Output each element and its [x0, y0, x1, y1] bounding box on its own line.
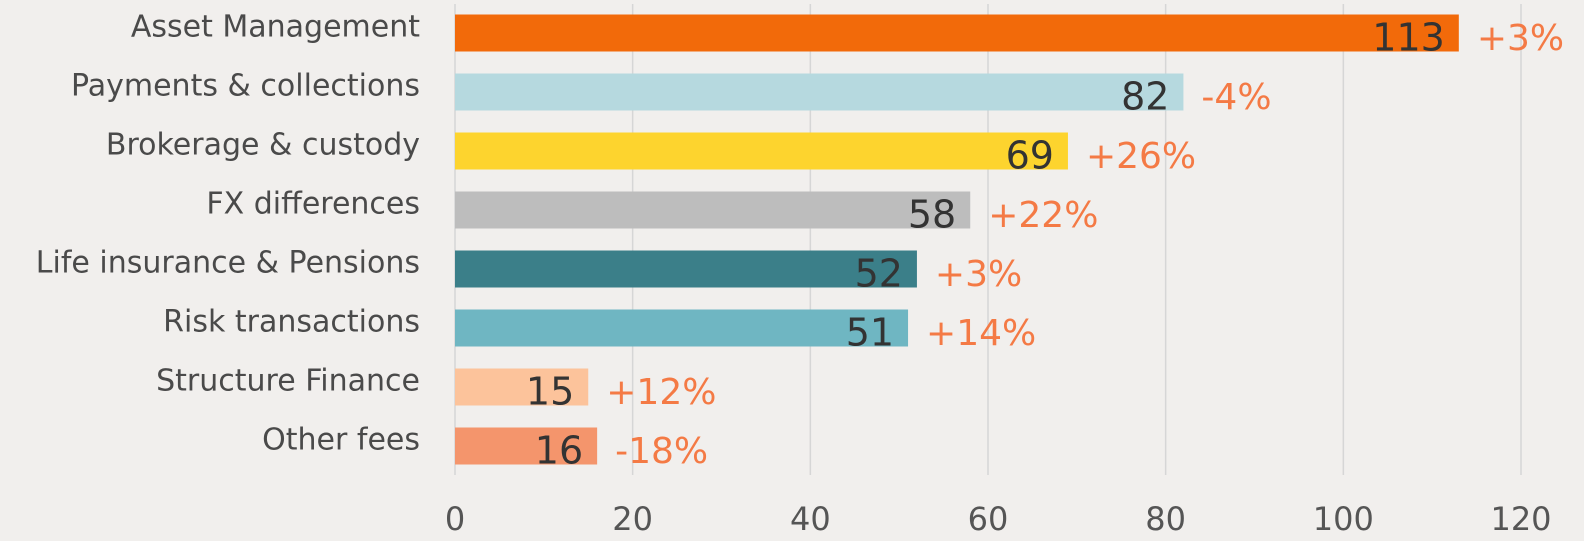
bar	[455, 368, 589, 406]
change-label: +14%	[926, 313, 1036, 354]
x-tick-label: 100	[1313, 500, 1374, 538]
change-label: +22%	[988, 195, 1098, 236]
change-label: +26%	[1086, 136, 1196, 177]
value-label: 69	[1006, 134, 1054, 178]
category-label: Brokerage & custody	[106, 128, 420, 163]
x-tick-label: 40	[790, 500, 831, 538]
x-tick-label: 0	[445, 500, 465, 538]
value-label: 15	[526, 370, 574, 414]
value-label: 82	[1121, 75, 1169, 119]
bar	[455, 250, 917, 288]
change-label: +12%	[606, 372, 716, 413]
category-label: Payments & collections	[71, 69, 420, 104]
category-label: Risk transactions	[163, 305, 420, 340]
bar	[455, 73, 1184, 111]
bar	[455, 427, 598, 465]
category-label: Structure Finance	[156, 364, 420, 399]
value-label: 113	[1372, 16, 1445, 60]
bar	[455, 309, 909, 347]
bar	[455, 132, 1068, 170]
change-label: -4%	[1201, 77, 1271, 118]
x-tick-label: 60	[968, 500, 1009, 538]
value-label: 51	[846, 311, 894, 355]
category-label: FX differences	[206, 187, 420, 222]
x-tick-label: 20	[612, 500, 653, 538]
value-label: 16	[535, 429, 583, 473]
bar	[455, 14, 1459, 52]
category-label: Other fees	[262, 423, 420, 458]
bar	[455, 191, 971, 229]
change-label: +3%	[935, 254, 1022, 295]
value-label: 52	[855, 252, 903, 296]
category-label: Life insurance & Pensions	[36, 246, 420, 281]
change-label: +3%	[1477, 18, 1564, 59]
category-label: Asset Management	[131, 10, 420, 45]
value-label: 58	[908, 193, 956, 237]
change-label: -18%	[615, 431, 708, 472]
x-tick-label: 80	[1145, 500, 1186, 538]
x-tick-label: 120	[1490, 500, 1551, 538]
